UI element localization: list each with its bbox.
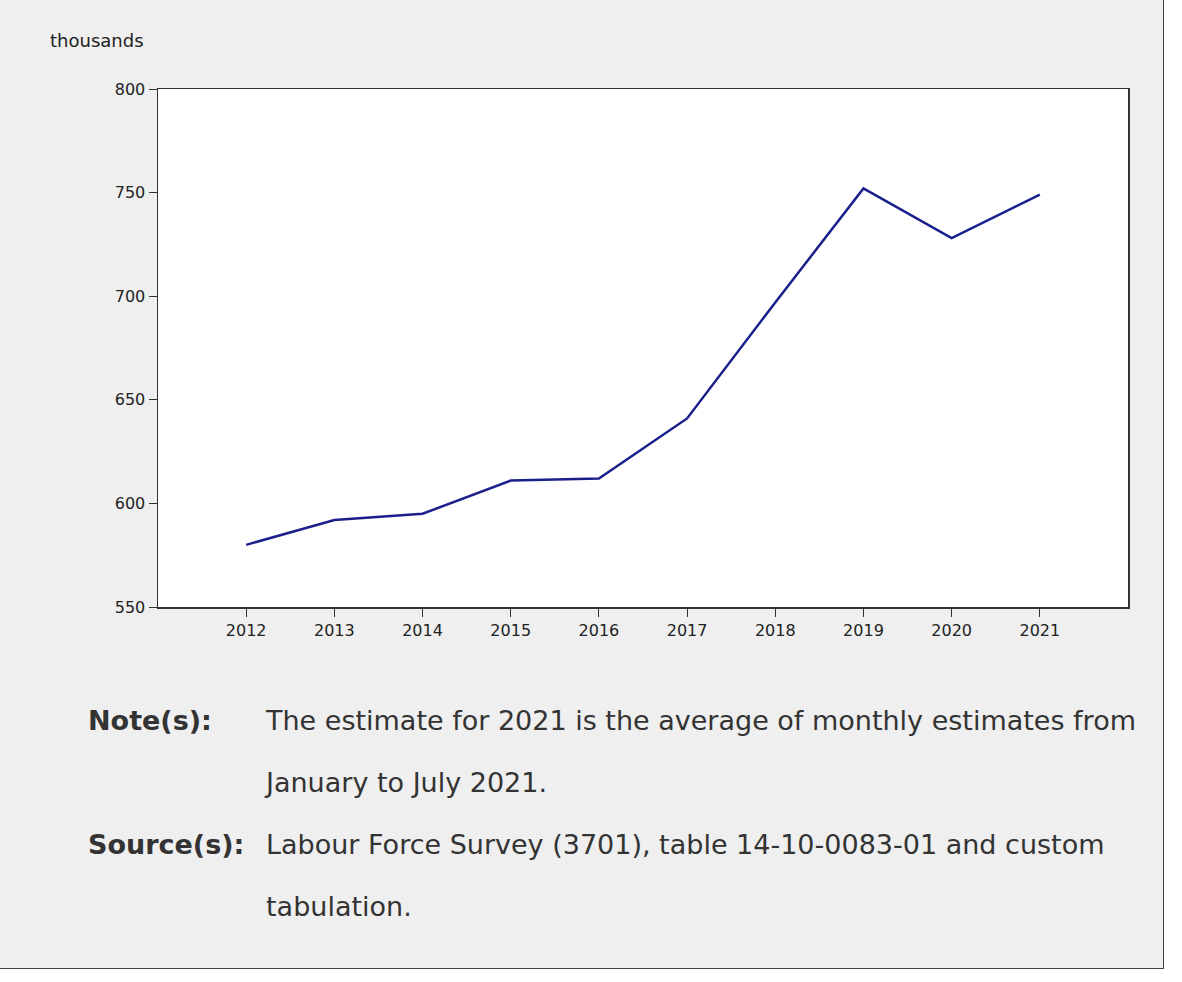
html-text:Source(s):: Source(s): xyxy=(88,829,245,860)
svg-text:2014: 2014 xyxy=(402,621,443,640)
svg-text:2016: 2016 xyxy=(579,621,620,640)
svg-text:700: 700 xyxy=(115,287,146,306)
svg-text:2015: 2015 xyxy=(490,621,531,640)
svg-text:600: 600 xyxy=(115,494,146,513)
svg-text:550: 550 xyxy=(115,598,146,617)
html-text:The estimate for 2021 is the a: The estimate for 2021 is the average of … xyxy=(266,705,1136,798)
svg-text:2012: 2012 xyxy=(226,621,267,640)
html-text:Labour Force Survey (3701), ta: Labour Force Survey (3701), table 14-10-… xyxy=(266,829,1105,922)
svg-text:2013: 2013 xyxy=(314,621,355,640)
svg-text:2020: 2020 xyxy=(931,621,972,640)
svg-text:2018: 2018 xyxy=(755,621,796,640)
svg-text:800: 800 xyxy=(115,80,146,99)
svg-text:2019: 2019 xyxy=(843,621,884,640)
svg-text:650: 650 xyxy=(115,390,146,409)
svg-text:750: 750 xyxy=(115,183,146,202)
svg-text:thousands: thousands xyxy=(50,30,144,51)
html-text:Note(s):: Note(s): xyxy=(88,705,212,736)
svg-text:2021: 2021 xyxy=(1019,621,1060,640)
svg-text:2017: 2017 xyxy=(667,621,708,640)
